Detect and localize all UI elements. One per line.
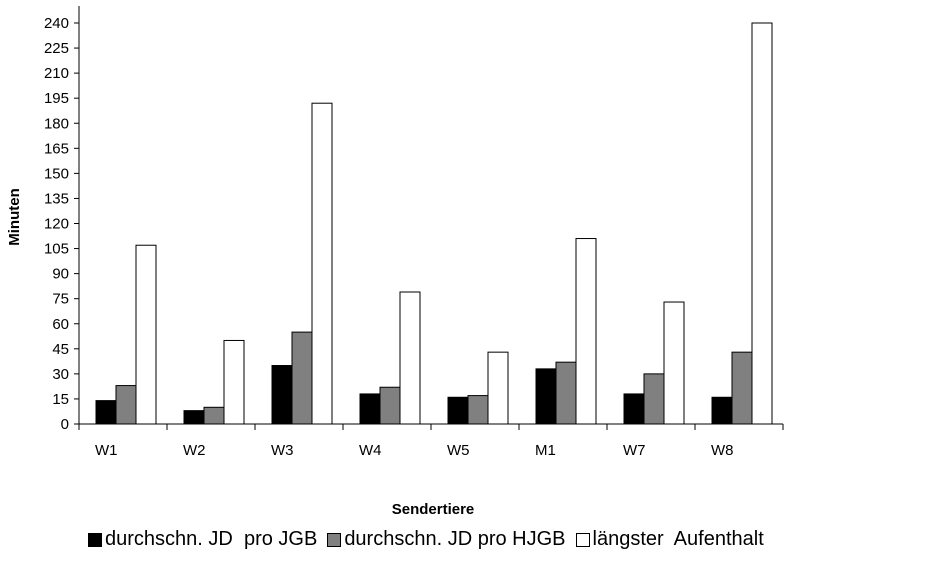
legend-swatch-aufenthalt	[575, 532, 590, 547]
bar-jgb	[271, 365, 293, 425]
y-tick-label: 105	[44, 241, 69, 258]
bar-jgb	[183, 410, 205, 425]
y-axis-label: Minuten	[6, 188, 23, 246]
bar-aufenthalt	[575, 238, 597, 425]
y-tick-label: 195	[44, 90, 69, 107]
bar-aufenthalt	[487, 351, 509, 425]
x-tick-label: W3	[271, 442, 294, 459]
y-tick-label: 60	[52, 316, 69, 333]
x-tick-label: M1	[535, 442, 556, 459]
legend-swatch-jgb	[88, 532, 102, 547]
bar-hjgb	[643, 373, 665, 425]
bar-hjgb	[467, 395, 489, 425]
bar-aufenthalt	[223, 339, 245, 425]
y-tick-label: 15	[52, 391, 69, 408]
legend-item-aufenthalt: längster Aufenthalt	[575, 528, 764, 551]
bar-jgb	[447, 396, 469, 425]
bar-aufenthalt	[751, 22, 773, 425]
bar-aufenthalt	[135, 244, 157, 425]
y-tick-label: 75	[52, 291, 69, 308]
bar-aufenthalt	[399, 291, 421, 425]
y-tick-label: 180	[44, 115, 69, 132]
bar-aufenthalt	[663, 301, 685, 425]
y-tick-label: 90	[52, 266, 69, 283]
bar-aufenthalt	[311, 102, 333, 425]
bar-jgb	[711, 396, 733, 425]
x-tick-label: W1	[95, 442, 118, 459]
legend-item-hjgb: durchschn. JD pro HJGB	[327, 528, 566, 551]
bar-hjgb	[379, 386, 401, 425]
legend: durchschn. JD pro JGB durchschn. JD pro …	[88, 528, 774, 551]
x-tick-label: W8	[711, 442, 734, 459]
y-tick-label: 210	[44, 65, 69, 82]
x-axis-label: Sendertiere	[392, 501, 475, 518]
bar-jgb	[535, 368, 557, 425]
legend-item-jgb: durchschn. JD pro JGB	[88, 528, 317, 551]
legend-label-aufenthalt: längster Aufenthalt	[592, 528, 764, 550]
x-tick-label: W7	[623, 442, 646, 459]
bar-jgb	[623, 393, 645, 425]
y-tick-label: 30	[52, 366, 69, 383]
y-tick-label: 240	[44, 15, 69, 32]
x-tick-label: W2	[183, 442, 206, 459]
legend-label-jgb: durchschn. JD pro JGB	[105, 528, 318, 550]
bar-jgb	[95, 400, 117, 425]
bar-jgb	[359, 393, 381, 425]
plot-area: 0 15 30 45 60 75 90 105 120 135 150 165 180 195 210 225…	[44, 6, 784, 459]
legend-swatch-hjgb	[327, 532, 342, 547]
x-tick-label: W5	[447, 442, 470, 459]
y-tick-label: 0	[61, 416, 69, 433]
y-tick-label: 135	[44, 190, 69, 207]
y-tick-label: 165	[44, 140, 69, 157]
x-tick-label: W4	[359, 442, 382, 459]
y-tick-label: 45	[52, 341, 69, 358]
bar-hjgb	[291, 331, 313, 425]
bar-hjgb	[731, 351, 753, 425]
y-tick-label: 225	[44, 40, 69, 57]
legend-label-hjgb: durchschn. JD pro HJGB	[344, 528, 566, 550]
bar-hjgb	[555, 361, 577, 425]
y-tick-label: 120	[44, 216, 69, 233]
bar-hjgb	[203, 406, 225, 425]
y-tick-label: 150	[44, 165, 69, 182]
bar-hjgb	[115, 385, 137, 425]
